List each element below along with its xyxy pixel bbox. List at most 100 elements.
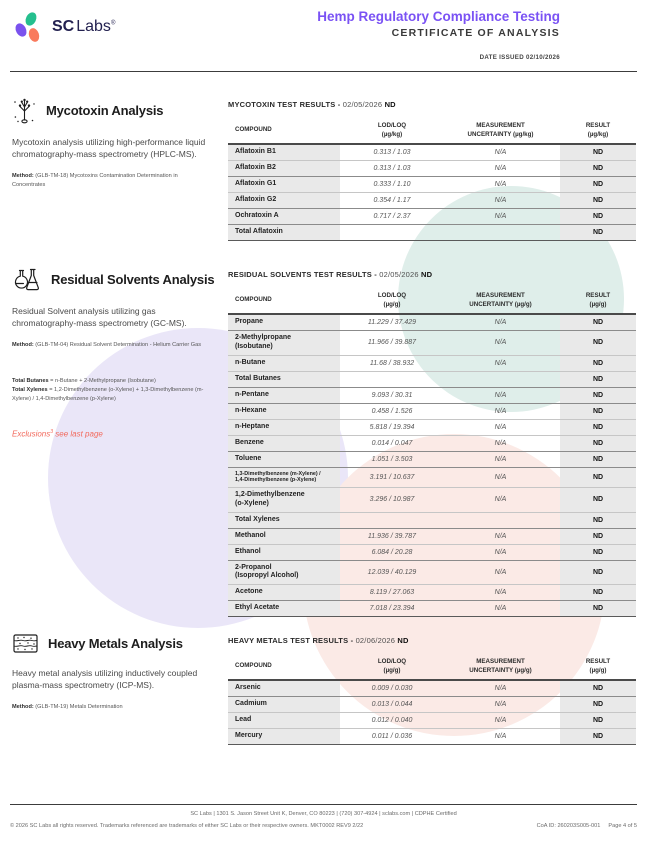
mycotoxin-results: MYCOTOXIN TEST RESULTS - 02/05/2026 ND C… — [228, 96, 636, 241]
report-title: Hemp Regulatory Compliance Testing — [317, 9, 560, 24]
heavy-metals-section-title: Heavy Metals Analysis — [48, 636, 183, 651]
result-cell: ND — [560, 355, 636, 371]
table-row: Total Xylenes ND — [228, 512, 636, 529]
method-label: Method: — [12, 342, 34, 349]
table-row: n-Heptane 5.818 / 19.394 N/A ND — [228, 419, 636, 436]
residual-solvents-aside: Residual Solvents Analysis Residual Solv… — [12, 266, 216, 617]
result-cell: ND — [560, 488, 636, 512]
lod-loq-cell — [340, 230, 444, 236]
method-text: (GLB-TM-04) Residual Solvent Determinati… — [33, 342, 201, 349]
table-row: Arsenic 0.009 / 0.030 N/A ND — [228, 681, 636, 697]
compound-cell: Acetone — [228, 585, 340, 600]
uncertainty-cell — [444, 376, 557, 382]
sc-labs-logo-icon — [15, 12, 40, 42]
uncertainty-cell: N/A — [494, 319, 507, 326]
table-row: 1,2-Dimethylbenzene (o-Xylene) 3.296 / 10… — [228, 488, 636, 513]
table-row: Propane 11.229 / 37.429 N/A ND — [228, 315, 636, 331]
lod-loq-cell: 6.084 / 20.28 — [371, 548, 413, 556]
result-cell: ND — [560, 331, 636, 355]
column-header: MEASUREMENT UNCERTAINTY (µg/kg) — [467, 122, 534, 138]
compound-cell: Ethanol — [228, 544, 340, 560]
compound-cell: Aflatoxin G1 — [228, 177, 340, 192]
uncertainty-cell: N/A — [494, 391, 507, 399]
column-header: RESULT (µg/kg) — [585, 122, 611, 138]
method-label: Method: — [12, 173, 34, 180]
lod-loq-cell: 11.229 / 37.429 — [367, 319, 417, 326]
coa-id: CoA ID: 260203S005-001 — [536, 823, 601, 829]
table-row: Lead 0.012 / 0.040 N/A ND — [228, 713, 636, 729]
footer-address: SC Labs | 1301 S. Jason Street Unit K, D… — [190, 811, 457, 817]
uncertainty-cell: N/A — [494, 149, 507, 156]
results-date: 02/06/2026 — [355, 636, 398, 645]
mycotoxin-description: Mycotoxin analysis utilizing high-perfor… — [12, 137, 206, 159]
heavy-metals-results-title: HEAVY METALS TEST RESULTS - 02/06/2026 N… — [228, 636, 636, 645]
result-cell: ND — [560, 512, 636, 528]
table-row: 1,3-Dimethylbenzene (m-Xylene) / 1,4-Dim… — [228, 467, 636, 488]
uncertainty-cell: N/A — [494, 165, 507, 172]
flasks-icon — [14, 268, 39, 291]
uncertainty-cell: N/A — [494, 181, 507, 188]
table-header-row: COMPOUND LOD/LOQ (µg/kg) MEASUREMENT UNCERTA… — [228, 118, 636, 145]
lod-loq-cell: 11.68 / 38.932 — [369, 359, 415, 367]
lod-loq-cell: 9.093 / 30.31 — [371, 391, 413, 399]
result-cell: ND — [560, 419, 636, 435]
lod-loq-cell: 7.018 / 23.394 — [369, 605, 415, 612]
mycotoxin-method: Method: (GLB-TM-18) Mycotoxins Contamina… — [12, 172, 202, 190]
uncertainty-cell: N/A — [494, 733, 507, 740]
table-row: 2-Propanol (Isopropyl Alcohol) 12.039 / 4… — [228, 560, 636, 585]
result-cell: ND — [560, 467, 636, 487]
table-row: Acetone 8.119 / 27.063 N/A ND — [228, 585, 636, 601]
compound-cell: Mercury — [228, 729, 340, 744]
logo-sc: SC — [52, 18, 75, 35]
lod-loq-cell: 0.012 / 0.040 — [371, 717, 413, 724]
compound-cell: n-Butane — [228, 355, 340, 371]
metal-layers-icon — [13, 634, 38, 653]
column-header: COMPOUND — [235, 296, 272, 304]
total-butanes-text: = n-Butane + 2-Methylpropane (Isobutane) — [48, 378, 156, 385]
compound-cell: n-Hexane — [228, 403, 340, 419]
residual-solvents-description: Residual Solvent analysis utilizing gas … — [12, 306, 187, 328]
table-row: Ethyl Acetate 7.018 / 23.394 N/A ND — [228, 601, 636, 617]
footer-copyright: © 2026 SC Labs all rights reserved. Trad… — [10, 823, 364, 829]
results-title-text: HEAVY METALS TEST RESULTS - — [228, 636, 356, 645]
mycotoxin-spore-icon — [14, 98, 35, 124]
sc-labs-logo: SC Labs® — [13, 10, 115, 44]
registered-mark: ® — [110, 20, 116, 27]
lod-loq-cell: 3.191 / 10.637 — [369, 473, 415, 481]
compound-cell: 2-Propanol (Isopropyl Alcohol) — [228, 560, 340, 584]
mycotoxin-aside: Mycotoxin Analysis Mycotoxin analysis ut… — [12, 96, 216, 241]
uncertainty-cell: N/A — [494, 717, 507, 724]
page-number: Page 4 of 5 — [608, 823, 637, 829]
uncertainty-cell: N/A — [494, 473, 507, 481]
table-row: n-Pentane 9.093 / 30.31 N/A ND — [228, 387, 636, 404]
lod-loq-cell: 0.313 / 1.03 — [373, 149, 411, 156]
lod-loq-cell: 0.458 / 1.526 — [371, 407, 413, 415]
result-cell: ND — [560, 585, 636, 600]
table-row: Methanol 11.936 / 39.787 N/A ND — [228, 528, 636, 545]
heavy-metals-section: Heavy Metals Analysis Heavy metal analys… — [12, 632, 636, 745]
heavy-metals-section-header: Heavy Metals Analysis — [12, 632, 216, 655]
lod-loq-cell: 0.011 / 0.036 — [371, 733, 413, 740]
residual-solvents-section-header: Residual Solvents Analysis — [12, 266, 216, 293]
uncertainty-cell: N/A — [494, 439, 507, 447]
heavy-metals-aside: Heavy Metals Analysis Heavy metal analys… — [12, 632, 216, 745]
uncertainty-cell: N/A — [494, 339, 507, 347]
residual-solvents-results: RESIDUAL SOLVENTS TEST RESULTS - 02/05/2… — [228, 266, 636, 617]
result-cell: ND — [560, 681, 636, 696]
compound-cell: n-Heptane — [228, 419, 340, 435]
residual-solvents-section: Residual Solvents Analysis Residual Solv… — [12, 266, 636, 617]
result-cell: ND — [560, 161, 636, 176]
results-overall: ND — [384, 100, 396, 109]
results-title-text: RESIDUAL SOLVENTS TEST RESULTS - — [228, 270, 380, 279]
total-butanes-note: Total Butanes = n-Butane + 2-Methylpropa… — [12, 377, 210, 386]
result-cell: ND — [560, 729, 636, 744]
lod-loq-cell: 12.039 / 40.129 — [367, 568, 417, 576]
uncertainty-cell: N/A — [494, 605, 507, 612]
column-header: COMPOUND — [235, 126, 272, 134]
compound-cell: 2-Methylpropane (Isobutane) — [228, 331, 340, 355]
table-row: 2-Methylpropane (Isobutane) 11.966 / 39.8… — [228, 331, 636, 356]
logo-wordmark: SC Labs® — [52, 18, 115, 36]
compound-cell: Total Aflatoxin — [228, 225, 340, 240]
compound-cell: Aflatoxin G2 — [228, 193, 340, 208]
